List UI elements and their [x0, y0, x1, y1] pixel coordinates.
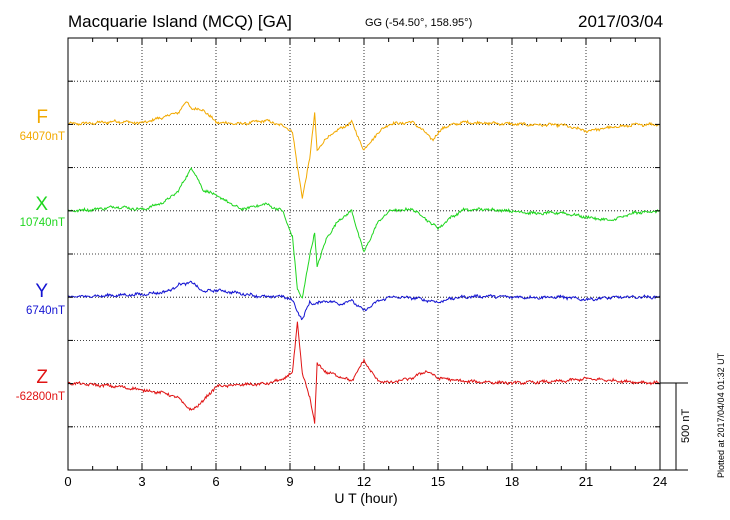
grid-lines [68, 38, 660, 470]
x-tick-label: 21 [578, 474, 594, 489]
x-tick-label: 24 [652, 474, 668, 489]
station-coordinates: GG (-54.50°, 158.95°) [365, 17, 473, 29]
plot-date: 2017/03/04 [578, 12, 664, 31]
baseline-label-x: 10740nT [19, 217, 65, 229]
station-title: Macquarie Island (MCQ) [GA] [68, 12, 292, 31]
x-tick-label: 12 [356, 474, 372, 489]
series-line-x [67, 167, 661, 299]
series-label-y: Y [35, 281, 48, 302]
x-tick-label: 9 [286, 474, 294, 489]
scale-bar [660, 382, 688, 471]
series-label-f: F [36, 107, 48, 128]
x-tick-label: 6 [212, 474, 220, 489]
baseline-label-f: 64070nT [19, 131, 65, 143]
x-tick-label: 15 [430, 474, 446, 489]
x-axis-title: U T (hour) [334, 490, 398, 506]
series-line-z [67, 321, 661, 424]
series-traces [67, 101, 661, 424]
baseline-label-y: 6740nT [25, 305, 65, 317]
axis-ticks [67, 37, 661, 471]
x-tick-label: 0 [64, 474, 72, 489]
series-label-z: Z [36, 367, 48, 388]
series-label-x: X [35, 194, 48, 215]
series-line-y [67, 280, 661, 321]
x-tick-label: 18 [504, 474, 520, 489]
baseline-label-z: -62800nT [15, 391, 65, 403]
series-line-f [67, 101, 661, 199]
x-tick-label: 3 [138, 474, 146, 489]
